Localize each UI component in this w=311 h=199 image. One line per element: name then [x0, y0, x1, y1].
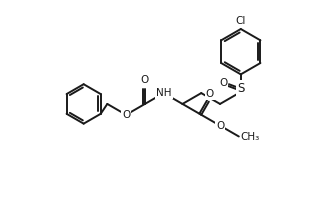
Text: CH₃: CH₃	[241, 133, 260, 142]
Text: Cl: Cl	[236, 16, 246, 26]
Text: NH: NH	[156, 88, 171, 98]
Text: O: O	[141, 75, 149, 85]
Text: S: S	[237, 82, 244, 95]
Text: O: O	[206, 89, 214, 99]
Text: O: O	[219, 78, 227, 88]
Text: O: O	[216, 121, 224, 131]
Text: O: O	[122, 110, 130, 120]
